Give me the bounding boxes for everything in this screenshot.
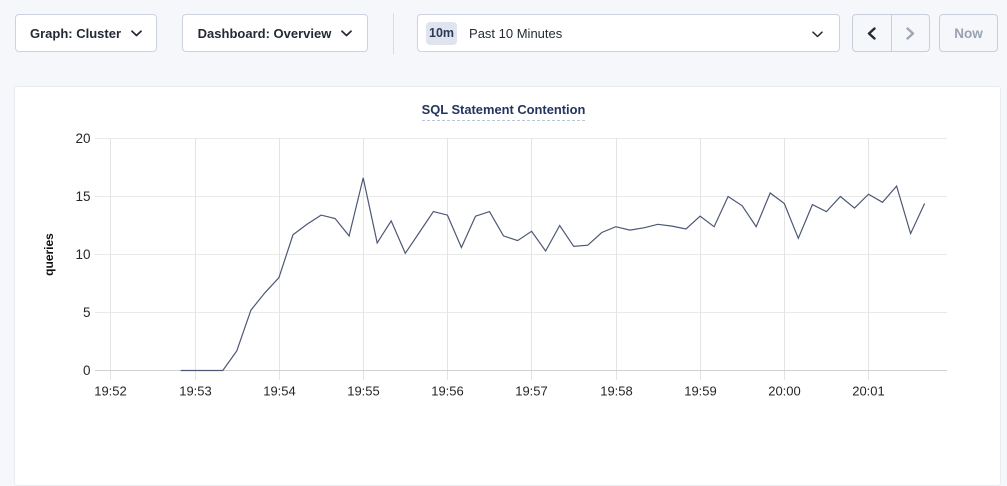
- svg-text:20:01: 20:01: [852, 384, 885, 399]
- svg-text:queries: queries: [42, 233, 56, 276]
- svg-text:19:53: 19:53: [179, 384, 212, 399]
- svg-text:19:56: 19:56: [431, 384, 464, 399]
- svg-text:20: 20: [75, 131, 90, 146]
- svg-text:19:59: 19:59: [684, 384, 717, 399]
- svg-text:19:52: 19:52: [94, 384, 127, 399]
- svg-text:19:58: 19:58: [600, 384, 633, 399]
- svg-text:19:57: 19:57: [515, 384, 548, 399]
- svg-text:19:55: 19:55: [347, 384, 380, 399]
- svg-text:19:54: 19:54: [263, 384, 296, 399]
- svg-text:0: 0: [83, 363, 91, 378]
- svg-text:15: 15: [75, 189, 90, 204]
- svg-text:5: 5: [83, 305, 91, 320]
- svg-text:20:00: 20:00: [768, 384, 801, 399]
- svg-text:10: 10: [75, 247, 90, 262]
